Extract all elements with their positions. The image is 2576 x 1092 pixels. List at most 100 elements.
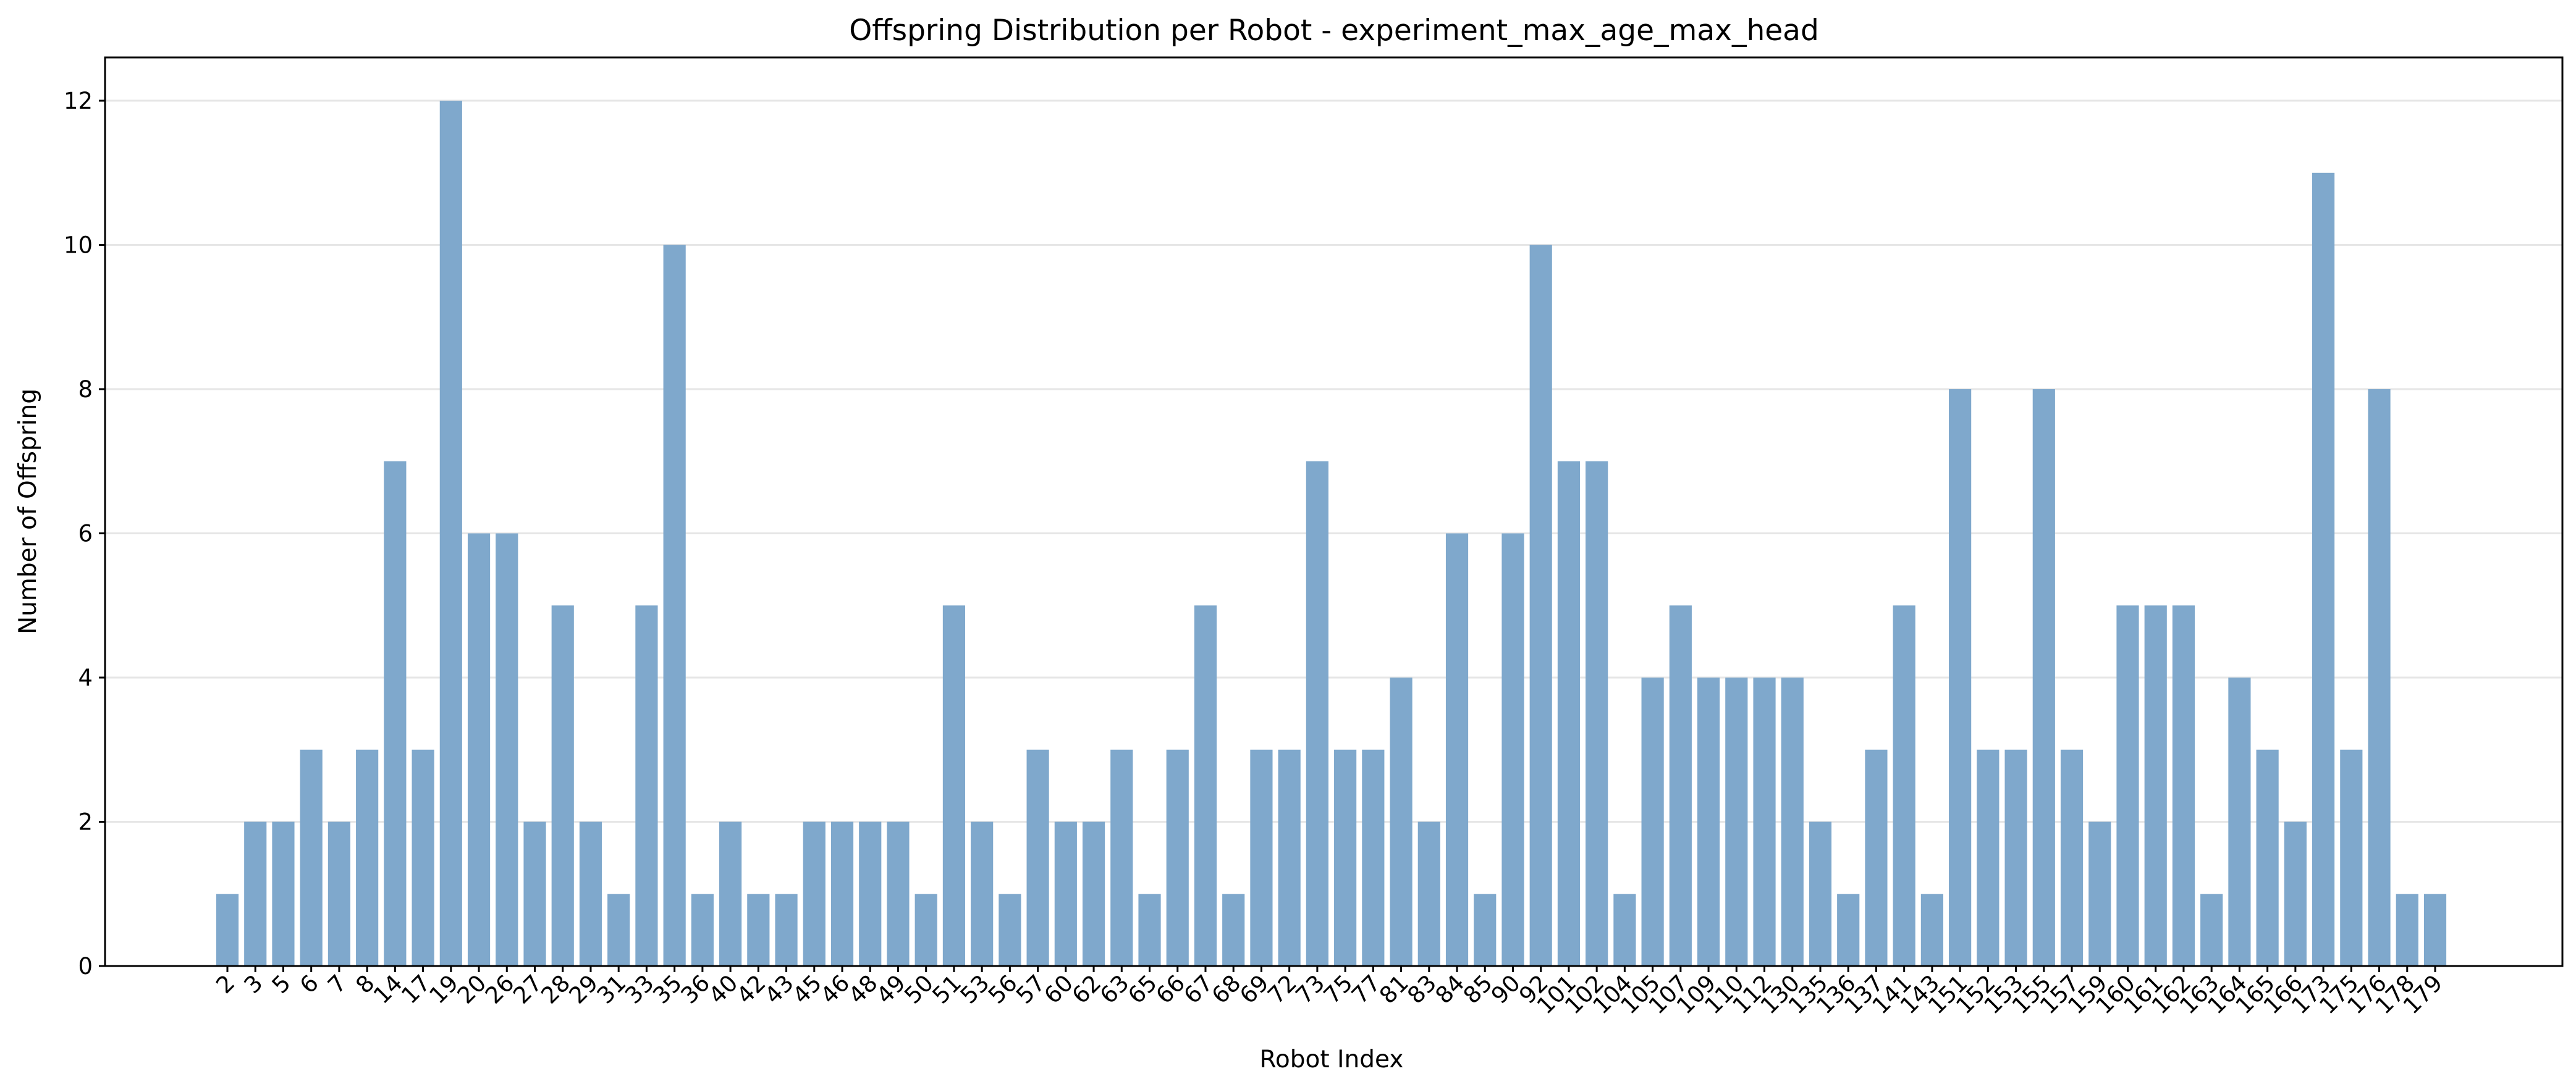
bar-68	[1222, 894, 1245, 966]
bar-63	[1110, 749, 1133, 966]
bar-92	[1529, 245, 1552, 966]
bar-155	[2032, 389, 2055, 966]
bar-27	[523, 821, 546, 966]
bar-152	[1977, 749, 2000, 966]
bar-153	[2004, 749, 2027, 966]
bar-107	[1669, 605, 1692, 966]
bar-14	[384, 461, 407, 966]
bar-48	[859, 821, 882, 966]
bar-109	[1697, 678, 1720, 966]
bar-26	[496, 533, 518, 966]
y-tick-label: 6	[78, 521, 93, 547]
bar-85	[1474, 894, 1497, 966]
bar-141	[1893, 605, 1915, 966]
bar-77	[1362, 749, 1385, 966]
y-tick-label: 0	[78, 953, 93, 980]
bar-130	[1781, 678, 1804, 966]
bar-33	[635, 605, 658, 966]
bar-17	[412, 749, 434, 966]
y-axis: 0 2 4 6 8 10 12	[64, 88, 105, 980]
bar-143	[1920, 894, 1943, 966]
bar-69	[1250, 749, 1273, 966]
bar-72	[1278, 749, 1301, 966]
bar-165	[2256, 749, 2279, 966]
bar-157	[2060, 749, 2084, 966]
bars	[216, 101, 2447, 967]
bar-66	[1166, 749, 1189, 966]
bar-31	[607, 894, 630, 966]
bar-7	[327, 821, 351, 966]
bar-45	[803, 821, 826, 966]
bar-2	[216, 894, 239, 966]
bar-29	[579, 821, 602, 966]
chart-title: Offspring Distribution per Robot - exper…	[849, 14, 1819, 48]
bar-73	[1306, 461, 1328, 966]
bar-6	[300, 749, 323, 966]
bar-83	[1417, 821, 1440, 966]
bar-137	[1865, 749, 1888, 966]
x-tick-label-3: 3	[239, 970, 268, 999]
bar-67	[1194, 605, 1217, 966]
y-tick-label: 12	[64, 88, 93, 114]
bar-20	[467, 533, 491, 966]
bar-112	[1753, 678, 1776, 966]
x-tick-label-5: 5	[267, 970, 296, 999]
bar-49	[887, 821, 910, 966]
bar-163	[2200, 894, 2223, 966]
bar-84	[1445, 533, 1469, 966]
x-tick-label-7: 7	[323, 970, 352, 999]
bar-104	[1613, 894, 1636, 966]
bar-166	[2284, 821, 2307, 966]
bar-136	[1837, 894, 1860, 966]
y-tick-label: 10	[64, 232, 93, 259]
bar-175	[2340, 749, 2363, 966]
bar-43	[775, 894, 798, 966]
y-tick-label: 2	[78, 809, 93, 836]
bar-105	[1641, 678, 1664, 966]
y-tick-label: 4	[78, 665, 93, 691]
x-tick-label-6: 6	[295, 970, 324, 999]
y-tick-label: 8	[78, 376, 93, 403]
x-axis: 2356781417192026272829313335364042434546…	[211, 966, 2447, 1019]
y-axis-label: Number of Offspring	[14, 388, 42, 634]
bar-81	[1390, 678, 1413, 966]
bar-65	[1138, 894, 1161, 966]
bar-3	[244, 821, 267, 966]
bar-57	[1026, 749, 1049, 966]
bar-101	[1557, 461, 1581, 966]
bar-110	[1725, 678, 1748, 966]
bar-36	[691, 894, 714, 966]
bar-135	[1809, 821, 1832, 966]
bar-50	[914, 894, 937, 966]
bar-75	[1334, 749, 1357, 966]
bar-161	[2144, 605, 2167, 966]
bar-164	[2228, 678, 2251, 966]
bar-28	[551, 605, 574, 966]
bar-151	[1949, 389, 1972, 966]
bar-176	[2368, 389, 2391, 966]
bar-173	[2312, 172, 2335, 966]
bar-62	[1082, 821, 1105, 966]
bar-162	[2172, 605, 2195, 966]
bar-42	[747, 894, 770, 966]
bar-5	[272, 821, 295, 966]
bar-46	[830, 821, 854, 966]
x-axis-label: Robot Index	[1260, 1046, 1404, 1073]
bar-40	[719, 821, 742, 966]
bar-102	[1586, 461, 1608, 966]
bar-60	[1054, 821, 1077, 966]
bar-178	[2396, 894, 2418, 966]
bar-8	[356, 749, 379, 966]
bar-159	[2088, 821, 2111, 966]
plot-frame	[104, 56, 2564, 967]
bar-160	[2116, 605, 2139, 966]
x-tick-label-2: 2	[211, 970, 240, 999]
bar-35	[663, 245, 686, 966]
bar-56	[999, 894, 1021, 966]
bar-90	[1501, 533, 1524, 966]
bar-19	[439, 101, 462, 967]
bar-51	[942, 605, 966, 966]
bar-179	[2423, 894, 2447, 966]
bar-53	[971, 821, 994, 966]
